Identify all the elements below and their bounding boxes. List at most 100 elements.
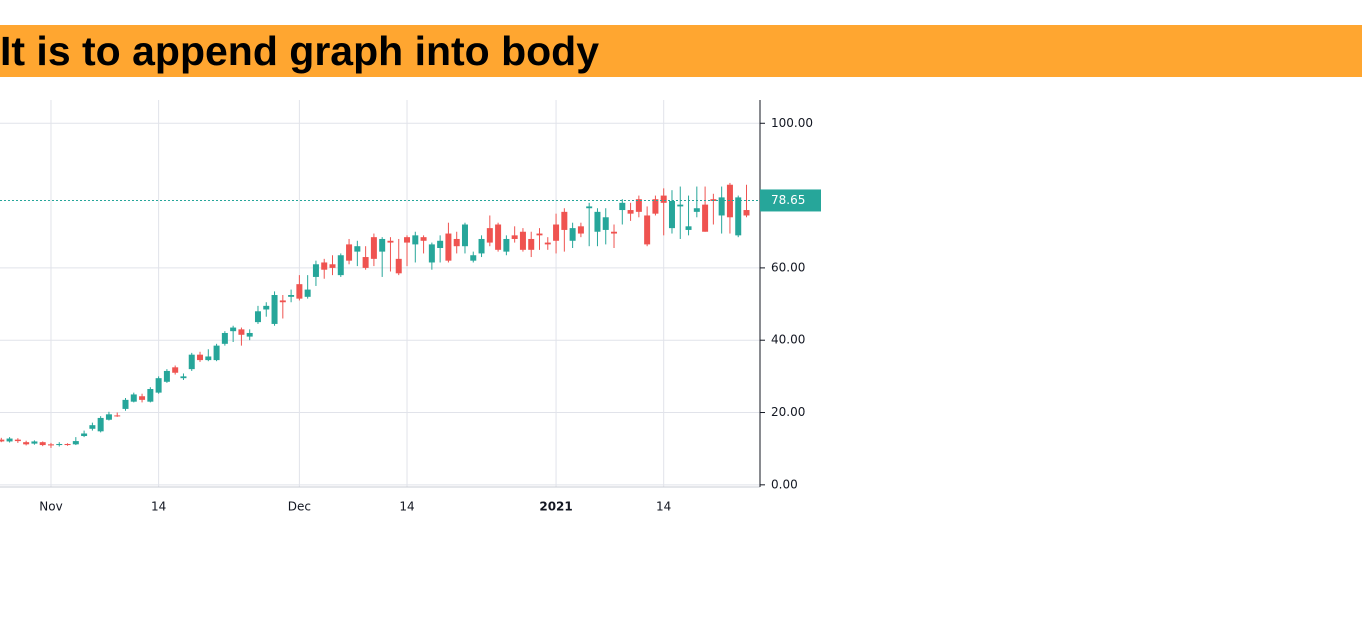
candle-body <box>312 264 319 277</box>
candle-body <box>23 442 30 445</box>
candle-body <box>246 332 253 337</box>
candle-body <box>130 394 137 402</box>
candle-body <box>594 211 601 232</box>
candle-body <box>197 354 204 361</box>
candle-body <box>445 233 452 261</box>
candle-body <box>221 332 228 344</box>
candle-body <box>437 240 444 249</box>
candle-body <box>453 238 460 247</box>
candle-body <box>122 399 129 409</box>
page-title: It is to append graph into body <box>0 28 600 74</box>
candle-body <box>81 433 88 437</box>
candle-body <box>611 231 618 234</box>
candle-body <box>503 238 510 252</box>
candle-body <box>39 442 46 446</box>
x-tick-label: 14 <box>399 500 414 514</box>
candle-body <box>238 329 245 335</box>
candle-body <box>105 414 112 420</box>
x-tick-label: 14 <box>656 500 671 514</box>
candle-body <box>213 345 220 361</box>
candle-body <box>362 257 369 268</box>
x-tick-label: Dec <box>288 500 311 514</box>
candle-body <box>72 441 79 445</box>
candle-body <box>97 417 104 432</box>
candle-body <box>735 197 742 236</box>
candle-body <box>230 327 237 332</box>
candle-body <box>387 240 394 243</box>
candle-body <box>188 354 195 370</box>
y-tick-label: 100.00 <box>771 116 813 130</box>
candle-body <box>288 295 295 297</box>
candle-body <box>743 210 750 216</box>
candle-body <box>528 238 535 250</box>
candle-body <box>478 238 485 254</box>
candle-body <box>461 224 468 247</box>
candle-body <box>627 210 634 214</box>
candle-body <box>263 305 270 310</box>
candle-body <box>346 244 353 261</box>
y-tick-label: 60.00 <box>771 260 805 274</box>
candle-body <box>495 224 502 250</box>
candle-body <box>660 195 667 203</box>
candle-body <box>586 206 593 209</box>
y-tick-label: 0.00 <box>771 477 798 491</box>
candle-body <box>47 444 54 446</box>
candle-body <box>668 201 675 229</box>
x-tick-label: 2021 <box>539 500 572 514</box>
candle-body <box>370 237 377 259</box>
candle-body <box>139 396 146 400</box>
candle-body <box>31 441 38 444</box>
candle-body <box>271 295 278 324</box>
candle-body <box>718 197 725 216</box>
candle-body <box>619 202 626 211</box>
candle-body <box>569 228 576 241</box>
candle-body <box>644 215 651 245</box>
candle-body <box>329 264 336 268</box>
candle-body <box>553 224 560 241</box>
candle-body <box>0 439 5 442</box>
candle-body <box>163 370 170 382</box>
candle-body <box>577 226 584 234</box>
candle-body <box>147 389 154 402</box>
candle-body <box>180 376 187 379</box>
candle-body <box>304 289 311 297</box>
candle-body <box>685 226 692 230</box>
chart: Nov 14 Dec 14 2021 14 0.00 20.00 40.00 60.00 100.0… <box>0 100 821 514</box>
candle-body <box>602 217 609 230</box>
candle-body <box>693 208 700 212</box>
candle-body <box>279 300 286 303</box>
candle-body <box>114 415 121 417</box>
candle-body <box>337 255 344 276</box>
candle-body <box>486 228 493 243</box>
candle-body <box>652 199 659 214</box>
candle-body <box>296 284 303 299</box>
candle-body <box>726 184 733 218</box>
candle-body <box>395 258 402 274</box>
candle-body <box>677 204 684 207</box>
x-tick-label: Nov <box>39 500 62 514</box>
candle-body <box>155 378 162 393</box>
last-price-box <box>760 189 821 212</box>
candle-body <box>702 204 709 232</box>
candle-body <box>519 231 526 250</box>
candle-body <box>64 443 71 446</box>
candle-body <box>321 262 328 270</box>
candle-body <box>172 367 179 373</box>
candle-body <box>56 443 63 446</box>
candle-body <box>412 235 419 245</box>
candle-body <box>254 311 261 323</box>
candle-body <box>561 211 568 230</box>
candle-body <box>511 235 518 239</box>
candle-body <box>14 439 21 442</box>
candle-body <box>536 233 543 236</box>
candle-body <box>354 246 361 252</box>
candle-body <box>205 356 212 361</box>
candle-body <box>6 438 13 442</box>
candle-body <box>89 425 96 429</box>
candle-body <box>404 237 411 243</box>
x-tick-label: 14 <box>151 500 166 514</box>
header: It is to append graph into body <box>0 25 1362 77</box>
candle-body <box>379 238 386 252</box>
y-tick-label: 40.00 <box>771 333 805 347</box>
